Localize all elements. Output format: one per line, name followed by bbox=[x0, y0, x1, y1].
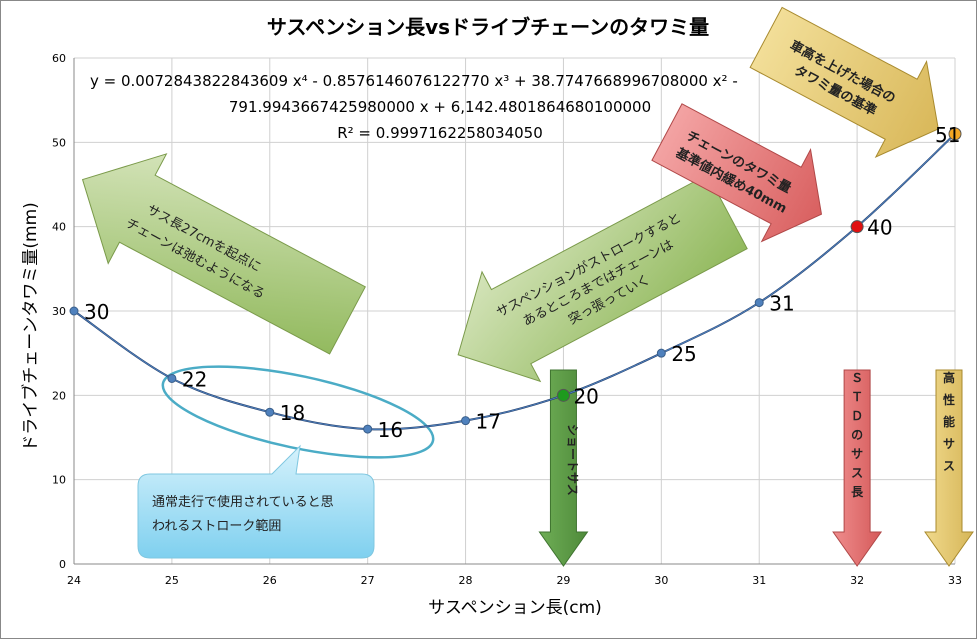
down-arrow-label-char: Ｔ bbox=[851, 390, 863, 404]
x-tick-label: 33 bbox=[948, 574, 962, 587]
x-tick-label: 27 bbox=[361, 574, 375, 587]
data-point bbox=[556, 388, 570, 402]
y-tick-label: 0 bbox=[59, 558, 66, 571]
data-label: 17 bbox=[476, 410, 501, 434]
x-tick-label: 25 bbox=[165, 574, 179, 587]
down-arrow-label-char: Ｓ bbox=[851, 371, 863, 385]
data-label: 22 bbox=[182, 367, 207, 391]
down-arrow-label-char: Ｄ bbox=[851, 409, 863, 423]
down-arrow-label-char: サ bbox=[943, 437, 955, 451]
data-point bbox=[167, 373, 177, 383]
y-axis-label: ドライブチェーンタワミ量(mm) bbox=[20, 202, 41, 452]
data-label: 30 bbox=[84, 300, 109, 324]
data-label: 16 bbox=[378, 418, 403, 442]
down-arrow-label-char: 能 bbox=[943, 414, 955, 429]
trendline-equation-line1: y = 0.0072843822843609 x⁴ - 0.8576146076… bbox=[90, 72, 738, 90]
callout-text-2: われるストローク範囲 bbox=[152, 519, 281, 534]
down-arrow-label-char: 長 bbox=[851, 484, 864, 499]
data-point bbox=[656, 348, 666, 358]
x-tick-label: 28 bbox=[459, 574, 473, 587]
data-label: 51 bbox=[935, 123, 960, 147]
x-tick-label: 31 bbox=[752, 574, 766, 587]
data-point bbox=[461, 416, 471, 426]
y-tick-label: 40 bbox=[52, 221, 66, 234]
down-arrow-shape bbox=[538, 369, 589, 567]
y-tick-label: 50 bbox=[52, 136, 66, 149]
data-label: 31 bbox=[769, 292, 794, 316]
x-tick-label: 32 bbox=[850, 574, 864, 587]
y-tick-label: 30 bbox=[52, 305, 66, 318]
x-tick-label: 24 bbox=[67, 574, 81, 587]
data-label: 40 bbox=[867, 216, 892, 240]
down-arrow-label-char: ス bbox=[851, 466, 863, 480]
y-tick-label: 60 bbox=[52, 52, 66, 65]
x-axis-label: サスペンション長(cm) bbox=[428, 598, 602, 618]
arrow-red-annotation: チェーンのタワミ量 基準値内緩め40mm bbox=[651, 103, 823, 243]
down-arrow-label-char: 高 bbox=[943, 370, 955, 385]
y-tick-label: 10 bbox=[52, 474, 66, 487]
data-labels: 30 22 18 16 17 20 25 31 40 51 bbox=[84, 123, 960, 442]
data-point bbox=[69, 306, 79, 316]
stroke-range-callout: 通常走行で使用されていると思 われるストローク範囲 bbox=[137, 444, 375, 559]
down-arrow-label-char: ス bbox=[943, 459, 955, 473]
data-label: 20 bbox=[573, 384, 598, 408]
down-arrow-label-char: 性 bbox=[942, 392, 955, 407]
down-arrow-shape bbox=[924, 369, 974, 567]
down-arrow-shape bbox=[832, 369, 883, 567]
data-label: 18 bbox=[280, 401, 305, 425]
data-point bbox=[265, 407, 275, 417]
down-arrow-label: ショートサス bbox=[565, 424, 579, 496]
down-arrow-label-char: の bbox=[851, 428, 863, 442]
x-tick-label: 29 bbox=[556, 574, 570, 587]
x-tick-label: 30 bbox=[654, 574, 668, 587]
trendline bbox=[73, 133, 956, 430]
down-arrow-label-char: サ bbox=[851, 447, 863, 461]
y-tick-label: 20 bbox=[52, 389, 66, 402]
chart-title: サスペンション長vsドライブチェーンのタワミ量 bbox=[267, 15, 709, 39]
trendline-equation-line2: 791.9943667425980000 x + 6,142.480186468… bbox=[229, 98, 651, 116]
callout-text-1: 通常走行で使用されていると思 bbox=[152, 494, 334, 510]
trendline-r-squared: R² = 0.9997162258034050 bbox=[337, 124, 543, 142]
data-point bbox=[754, 298, 764, 308]
stroke-range-ellipse bbox=[161, 365, 435, 459]
data-point bbox=[363, 424, 373, 434]
data-label: 25 bbox=[671, 342, 696, 366]
data-point bbox=[948, 127, 962, 141]
x-tick-label: 26 bbox=[263, 574, 277, 587]
tick-labels: 0 10 20 30 40 50 60 24 25 26 27 28 29 30 31 32 33 bbox=[52, 52, 962, 587]
data-points bbox=[69, 127, 962, 434]
data-point bbox=[850, 220, 864, 234]
